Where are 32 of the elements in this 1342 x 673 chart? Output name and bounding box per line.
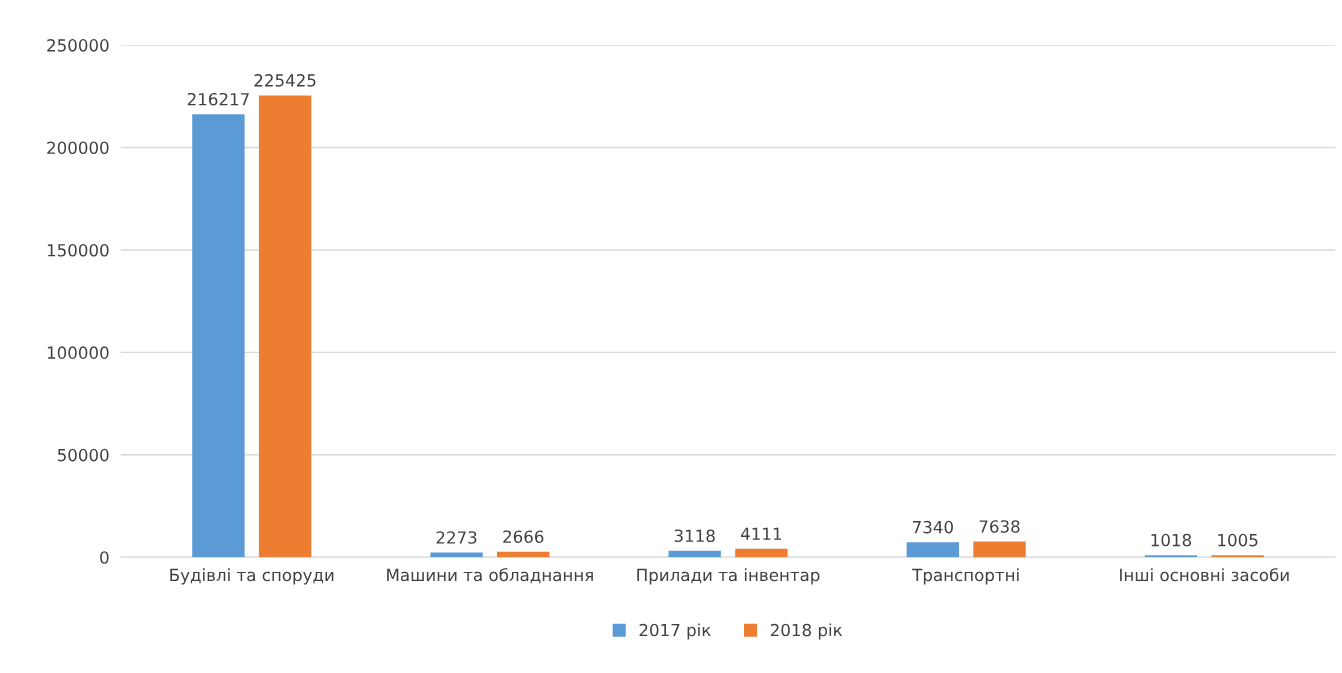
bar <box>906 542 960 558</box>
x-tick-label: Інші основні засоби <box>1120 568 1289 582</box>
y-tick-label: 0 <box>100 551 109 564</box>
legend-label: 2017 рік <box>639 623 711 640</box>
x-tick-label: Прилади та інвентар <box>637 568 820 585</box>
data-label: 3118 <box>674 529 715 543</box>
data-label: 7638 <box>979 520 1020 533</box>
bar <box>1144 555 1198 558</box>
y-tick-label: 150000 <box>47 243 109 257</box>
bar <box>668 550 721 558</box>
bar <box>1211 555 1264 558</box>
data-label: 2273 <box>436 531 477 544</box>
bar <box>192 114 245 558</box>
data-label: 7340 <box>912 520 953 534</box>
data-label: 2666 <box>503 530 544 543</box>
y-tick-label: 250000 <box>47 39 109 52</box>
bar <box>973 541 1026 558</box>
x-tick-label: Машини та обладнання <box>387 568 593 584</box>
data-label: 4111 <box>740 527 782 540</box>
x-tick-label: Транспортні <box>912 568 1019 585</box>
legend-label: 2018 рік <box>770 623 843 640</box>
data-label: 1018 <box>1151 533 1192 547</box>
bar <box>735 548 788 558</box>
data-label: 216217 <box>187 92 249 106</box>
data-label: 225425 <box>254 74 316 87</box>
y-tick-label: 50000 <box>57 448 109 462</box>
y-tick-label: 200000 <box>47 141 109 155</box>
data-label: 1005 <box>1218 533 1258 547</box>
x-tick-label: Будівлі та споруди <box>170 568 334 585</box>
y-tick-label: 100000 <box>47 346 109 359</box>
bar <box>258 95 312 558</box>
bar <box>497 551 550 558</box>
